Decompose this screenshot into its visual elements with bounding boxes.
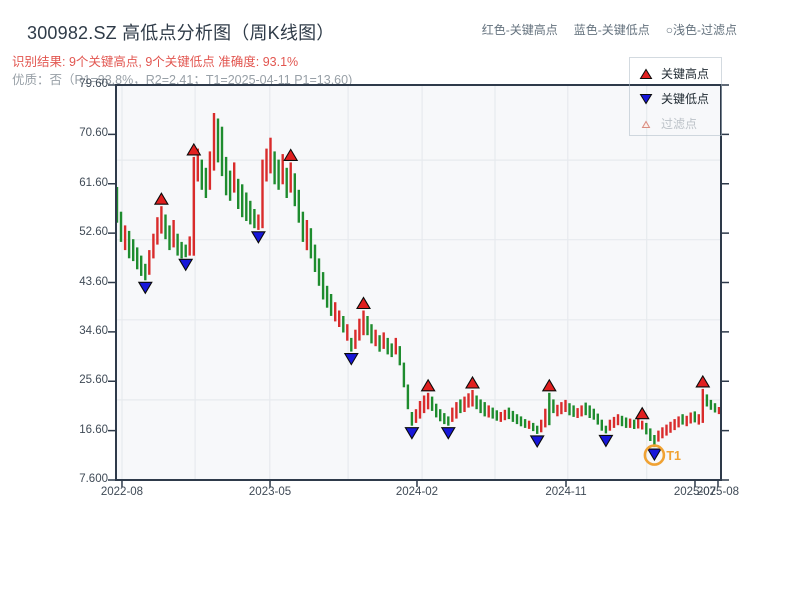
x-axis-tick-label: 2025-08 — [696, 486, 740, 498]
page-title: 300982.SZ 高低点分析图（周K线图） — [27, 23, 335, 43]
legend-item-label: 关键低点 — [661, 92, 710, 106]
x-axis-tick-label: 2024-11 — [545, 486, 587, 498]
x-axis-tick-label: 2023-05 — [248, 486, 292, 498]
header-legend-filtered: ○浅色-过滤点 — [665, 23, 737, 37]
x-axis-tick-label: 2024-02 — [395, 486, 439, 498]
y-axis-tick-label: 61.60 — [79, 176, 108, 189]
recognition-result-text: 识别结果: 9个关键高点, 9个关键低点 准确度: 93.1% — [12, 55, 299, 69]
red-up-triangle-icon — [639, 68, 653, 79]
legend-item-label: 关键高点 — [661, 67, 710, 81]
legend-item-key-high: 关键高点 — [639, 61, 721, 86]
y-axis-tick-label: 16.60 — [79, 423, 108, 436]
quality-stats-text: 优质：否（R1=33.8%，R2=2.41；T1=2025-04-11 P1=1… — [12, 73, 353, 87]
kline-chart: T1 — [108, 84, 729, 487]
legend-item-label: 过滤点 — [661, 117, 698, 131]
y-axis-tick-label: 43.60 — [79, 275, 108, 288]
x-axis-tick-label: 2022-08 — [100, 486, 144, 498]
y-axis-tick-label: 25.60 — [79, 374, 108, 387]
y-axis-tick-label: 52.60 — [79, 226, 108, 239]
chart-legend: 关键高点 关键低点 过滤点 — [629, 57, 722, 136]
header-legend-key-low: 蓝色-关键低点 — [573, 23, 650, 37]
t1-annotation-label: T1 — [666, 449, 681, 463]
y-axis-tick-label: 79.60 — [79, 78, 108, 90]
legend-item-filtered: 过滤点 — [639, 111, 721, 136]
x-axis-tick-label: 2025-07 — [673, 486, 717, 498]
header-legend-key-high: 红色-关键高点 — [481, 23, 558, 37]
y-axis-tick-label: 7.600 — [79, 473, 108, 485]
legend-item-key-low: 关键低点 — [639, 86, 721, 111]
light-up-triangle-icon — [641, 120, 651, 128]
y-axis-tick-label: 34.60 — [79, 324, 108, 337]
plot-area: T1 — [108, 84, 729, 487]
y-axis-tick-label: 70.60 — [79, 127, 108, 140]
blue-down-triangle-icon — [639, 93, 653, 104]
header-color-legend: 红色-关键高点 蓝色-关键低点 ○浅色-过滤点 — [482, 21, 737, 38]
